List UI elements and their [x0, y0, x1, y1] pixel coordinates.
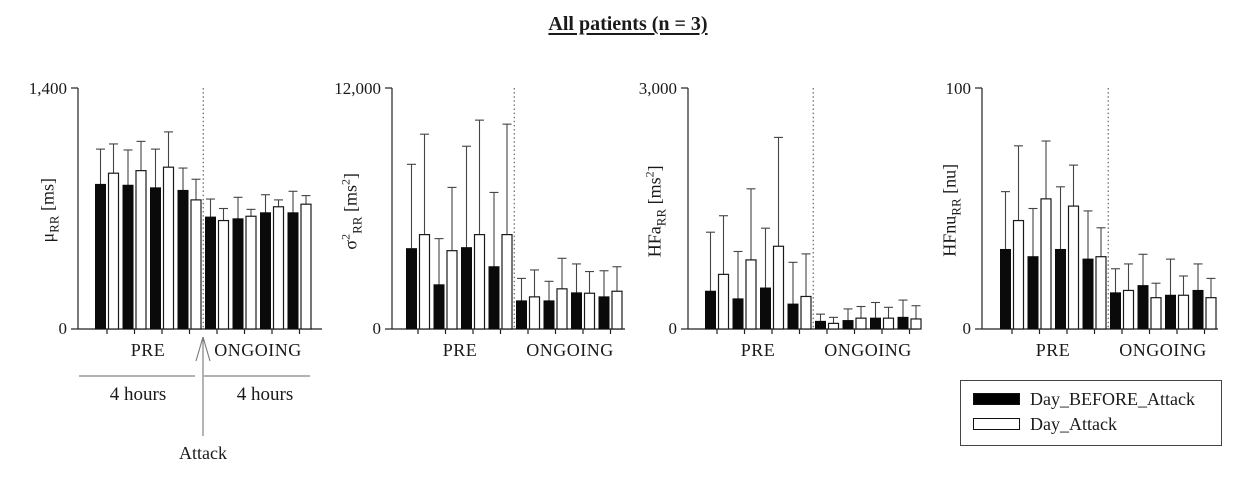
- bar: [177, 189, 189, 330]
- panel2-ymin-tick-label: 0: [372, 319, 382, 338]
- bar: [501, 234, 513, 330]
- bar: [745, 259, 757, 330]
- bar: [1205, 297, 1217, 330]
- panel1-pre-label: PRE: [130, 340, 166, 360]
- bar: [1027, 256, 1039, 330]
- bar: [598, 296, 610, 330]
- bar: [162, 166, 175, 330]
- bar: [1110, 292, 1121, 330]
- panel2-ongoing-label: ONGOING: [526, 340, 614, 360]
- panel4-ongoing-label: ONGOING: [1119, 340, 1207, 360]
- bar: [1082, 258, 1094, 330]
- panel4-ymax-tick-label: 100: [945, 79, 972, 98]
- panel2-ymax-tick-label: 12,000: [334, 79, 381, 98]
- panel3-y-axis-label: HFaRR [ms2]: [642, 165, 669, 258]
- legend-box: Day_BEFORE_Attack Day_Attack: [960, 380, 1222, 446]
- panel3-ymax-tick-label: 3,000: [638, 79, 677, 98]
- bar: [705, 290, 716, 330]
- bar: [1137, 285, 1149, 330]
- attack-arrowhead: [202, 336, 211, 362]
- legend-item-day-attack: Day_Attack: [961, 414, 1117, 434]
- panel1-ymax-tick-label: 1,400: [28, 79, 67, 98]
- bar: [556, 288, 568, 330]
- bar: [446, 250, 458, 330]
- bar: [433, 284, 445, 330]
- panel3-ongoing-label: ONGOING: [824, 340, 912, 360]
- panel4-pre-label: PRE: [1035, 340, 1071, 360]
- bar: [260, 212, 271, 330]
- bar: [800, 295, 812, 330]
- bar: [1177, 294, 1190, 330]
- bar: [516, 300, 527, 330]
- bar: [473, 234, 486, 330]
- bar: [772, 245, 785, 330]
- bar: [245, 215, 257, 330]
- bar: [122, 184, 134, 330]
- legend-label: Day_BEFORE_Attack: [1030, 388, 1195, 409]
- bar: [406, 248, 417, 330]
- figure-title: All patients (n = 3): [548, 13, 708, 35]
- bar: [910, 318, 922, 330]
- bar: [528, 296, 541, 330]
- bar: [205, 216, 216, 330]
- bar: [232, 218, 244, 330]
- bar: [882, 317, 895, 330]
- attack-label: Attack: [179, 443, 227, 463]
- bar: [1040, 198, 1052, 330]
- panel1-ongoing-label: ONGOING: [214, 340, 302, 360]
- pan3-ymin-tick-label: 0: [668, 319, 678, 338]
- bar: [1000, 248, 1011, 330]
- pre-duration-label: 4 hours: [109, 384, 167, 405]
- bar: [418, 234, 431, 330]
- bar: [287, 212, 299, 330]
- panel4-y-axis-label: HFnuRR [nu]: [939, 163, 964, 257]
- bar: [135, 170, 147, 330]
- bar: [272, 206, 285, 330]
- bar: [583, 292, 596, 330]
- panel1-y-axis-label: μRR [ms]: [37, 178, 62, 243]
- bar: [150, 187, 161, 330]
- bar: [855, 317, 867, 330]
- legend-item-day-before-attack: Day_BEFORE_Attack: [961, 389, 1195, 409]
- bar: [842, 320, 854, 330]
- panel2-pre-label: PRE: [442, 340, 478, 360]
- panel2-y-axis-label: σ2RR [ms2]: [338, 173, 365, 250]
- bar: [611, 290, 623, 330]
- bar: [1150, 297, 1162, 330]
- bar: [488, 266, 500, 330]
- bar: [190, 199, 202, 330]
- bar: [760, 287, 771, 330]
- panel1-ymin-tick-label: 0: [58, 319, 68, 338]
- bar: [827, 322, 840, 330]
- bar: [1012, 219, 1025, 330]
- bar: [897, 316, 909, 330]
- bar: [1122, 289, 1135, 330]
- bar: [815, 320, 826, 330]
- bar: [870, 317, 881, 330]
- bar: [300, 203, 312, 330]
- bar: [732, 298, 744, 330]
- attack-arrowhead: [195, 336, 204, 362]
- bar: [571, 292, 582, 330]
- bar: [1067, 205, 1080, 330]
- legend-label: Day_Attack: [1030, 413, 1117, 434]
- ongoing-duration-label: 4 hours: [236, 384, 294, 405]
- bar: [717, 273, 730, 330]
- bar: [461, 247, 472, 330]
- bar: [1165, 294, 1176, 330]
- panel3-pre-label: PRE: [740, 340, 776, 360]
- bar: [787, 303, 799, 330]
- bar: [217, 219, 230, 330]
- bar: [1192, 289, 1204, 330]
- bar: [95, 183, 106, 330]
- white-bar-swatch: [973, 418, 1020, 430]
- bar: [1095, 256, 1107, 330]
- bar: [1055, 248, 1066, 330]
- panel4-ymin-tick-label: 0: [962, 319, 972, 338]
- black-bar-swatch: [973, 393, 1020, 405]
- bar: [543, 300, 555, 330]
- bar: [107, 172, 120, 330]
